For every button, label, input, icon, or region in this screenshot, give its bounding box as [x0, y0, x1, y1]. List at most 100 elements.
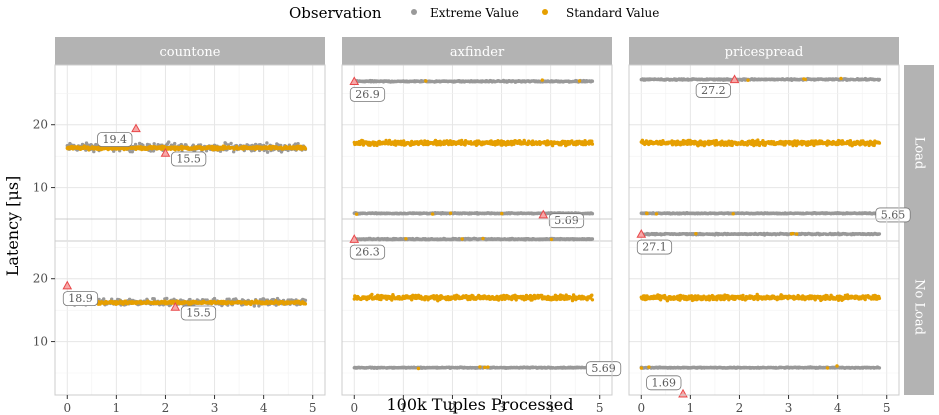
x-tick-label: 2: [162, 401, 170, 415]
data-point-standard: [549, 237, 554, 242]
data-point-extreme: [232, 150, 236, 154]
legend-swatch-extreme: [411, 9, 417, 15]
data-point-standard: [590, 298, 595, 302]
data-point-standard: [848, 139, 853, 143]
data-point-standard: [354, 212, 359, 216]
data-point-standard: [370, 292, 374, 297]
data-point-standard: [404, 237, 408, 241]
legend-label-extreme: Extreme Value: [430, 6, 519, 20]
max-label: 27.2: [701, 84, 726, 97]
data-point-extreme: [877, 77, 882, 82]
y-tick-label: 20: [33, 118, 48, 132]
data-point-standard: [500, 211, 504, 216]
facet-strip-label-pricespread: pricespread: [725, 45, 804, 60]
data-point-standard: [722, 143, 726, 147]
data-point-standard: [303, 147, 308, 151]
data-point-standard: [654, 212, 659, 216]
row-strip-label-load: Load: [912, 137, 927, 170]
data-point-standard: [645, 211, 649, 215]
data-point-standard: [483, 365, 487, 370]
x-tick-label: 5: [309, 401, 317, 415]
data-point-standard: [877, 141, 882, 145]
data-point-extreme: [92, 149, 96, 154]
data-point-standard: [424, 79, 428, 83]
x-tick-label: 4: [260, 401, 268, 415]
data-point-standard: [590, 139, 594, 143]
data-point-extreme: [590, 79, 595, 83]
x-tick-label: 0: [350, 401, 358, 415]
y-tick-label: 10: [33, 181, 48, 195]
facet-strip-label-axfinder: axfinder: [450, 45, 505, 60]
data-point-standard: [540, 78, 544, 82]
data-point-standard: [577, 79, 582, 83]
data-point-extreme: [167, 140, 171, 144]
data-point-standard: [416, 366, 421, 371]
max-label-box: [349, 86, 386, 102]
panel-countone-load: 19.4 15.5 10 20: [33, 64, 326, 242]
panel-axfinder-no-load: 26.35.690 1 2 3 4 5: [341, 218, 622, 415]
data-point-standard: [590, 142, 595, 146]
data-point-standard: [448, 211, 453, 215]
panel-pricespread-load: 27.25.65: [628, 64, 911, 242]
legend-swatch-standard: [542, 9, 548, 15]
data-point-extreme: [102, 297, 106, 301]
x-tick-label: 5: [596, 401, 604, 415]
data-point-extreme: [229, 141, 233, 146]
data-point-standard: [802, 77, 806, 81]
x-tick-label: 1: [113, 401, 121, 415]
panels: countone axfinder pricespread Load No Load 19…: [33, 37, 934, 415]
min-label: 15.5: [186, 307, 211, 320]
data-point-standard: [750, 138, 755, 143]
max-label-box: [97, 132, 133, 147]
row-strip-no-load: [904, 219, 934, 395]
max-label: 19.4: [103, 133, 128, 146]
x-tick-label: 0: [63, 401, 71, 415]
legend-title: Observation: [289, 4, 382, 22]
data-point-standard: [460, 237, 464, 241]
data-point-extreme: [590, 237, 595, 241]
min-marker: [160, 147, 171, 157]
facet-strip-axfinder: [342, 37, 612, 65]
data-point-standard: [460, 138, 464, 143]
min-label: 15.5: [176, 153, 201, 166]
data-point-extreme: [130, 150, 134, 154]
data-point-standard: [714, 138, 718, 143]
panel-axfinder-load: 26.9 5.69: [341, 64, 613, 242]
min-marker: [538, 209, 549, 219]
max-marker: [729, 74, 740, 84]
data-point-extreme: [212, 296, 217, 301]
data-point-standard: [481, 236, 485, 241]
y-tick-label: 10: [33, 335, 48, 349]
data-point-standard: [745, 143, 750, 147]
data-point-extreme: [265, 141, 269, 145]
max-marker: [349, 76, 360, 86]
max-label: 26.3: [355, 246, 380, 259]
facet-strip-label-countone: countone: [160, 45, 221, 60]
data-point-standard: [590, 293, 594, 297]
data-point-standard: [430, 212, 435, 216]
y-tick-label: 20: [33, 272, 48, 286]
min-label: 5.69: [554, 214, 579, 227]
data-point-standard: [478, 365, 482, 369]
data-point-extreme: [265, 150, 270, 154]
legend: Observation Extreme Value Standard Value: [289, 4, 659, 22]
data-point-standard: [303, 302, 308, 306]
max-label-box: [695, 83, 731, 98]
max-label: 26.9: [355, 88, 380, 101]
data-point-extreme: [293, 142, 298, 146]
data-point-standard: [839, 76, 843, 81]
max-marker: [62, 280, 73, 290]
data-point-standard: [486, 365, 490, 369]
max-marker: [131, 123, 141, 133]
facet-strip-countone: [55, 37, 325, 65]
min-label-box: [171, 151, 207, 167]
data-point-extreme: [296, 142, 300, 146]
row-strip-label-no-load: No Load: [912, 279, 927, 335]
panel-pricespread-no-load: 27.11.690 1 2 3 4 5: [628, 218, 900, 415]
data-point-extreme: [165, 296, 169, 301]
data-point-standard: [731, 212, 735, 216]
max-label: 18.9: [68, 292, 93, 305]
data-point-extreme: [173, 141, 177, 146]
x-tick-label: 3: [211, 401, 219, 415]
